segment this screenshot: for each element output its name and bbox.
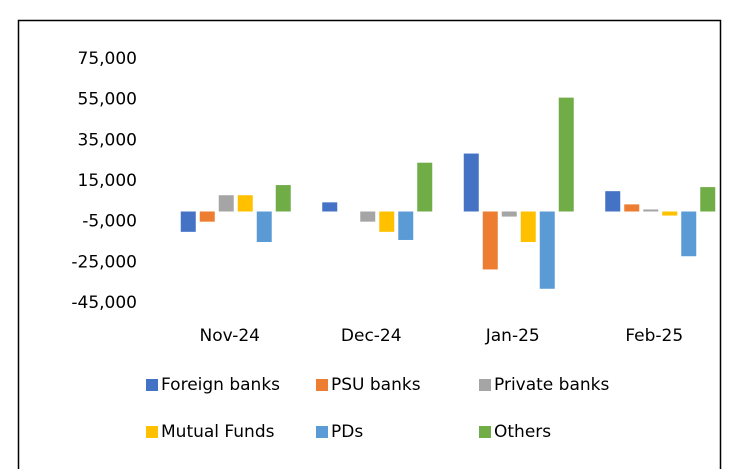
bar	[700, 187, 716, 212]
bar	[624, 204, 640, 212]
legend-swatch	[316, 426, 328, 438]
legend-label: PSU banks	[331, 375, 421, 395]
y-tick-label: -45,000	[71, 293, 137, 313]
bar	[643, 209, 659, 212]
bar	[275, 185, 291, 212]
bar	[605, 191, 621, 212]
legend-swatch	[316, 379, 328, 391]
legend-label: Foreign banks	[161, 375, 280, 395]
bar	[539, 211, 555, 289]
bar	[398, 211, 414, 240]
y-tick-label: 75,000	[78, 49, 137, 69]
bar	[681, 211, 697, 257]
x-tick-label: Dec-24	[341, 326, 402, 346]
legend-label: Mutual Funds	[161, 422, 275, 442]
legend-label: Others	[494, 422, 551, 442]
x-tick-label: Feb-25	[625, 326, 683, 346]
bar	[256, 211, 272, 242]
y-tick-label: 15,000	[78, 171, 137, 191]
legend-swatch	[479, 379, 491, 391]
bar	[199, 211, 215, 222]
bar	[662, 211, 678, 216]
legend-swatch	[479, 426, 491, 438]
legend-label: Private banks	[494, 375, 609, 395]
bar	[417, 162, 433, 212]
chart-border	[17, 19, 722, 469]
y-tick-label: -5,000	[82, 212, 137, 232]
bar	[180, 211, 196, 232]
bar	[379, 211, 395, 232]
bar	[463, 153, 479, 212]
bar	[501, 211, 517, 217]
x-tick-label: Jan-25	[485, 326, 540, 346]
y-tick-label: -25,000	[71, 252, 137, 272]
bar	[237, 195, 253, 212]
x-tick-label: Nov-24	[200, 326, 261, 346]
bar	[558, 97, 574, 212]
bar	[520, 211, 536, 242]
bar	[360, 211, 376, 222]
legend-swatch	[146, 379, 158, 391]
bar	[482, 211, 498, 270]
y-tick-label: 55,000	[78, 90, 137, 110]
legend-swatch	[146, 426, 158, 438]
bar	[322, 202, 338, 212]
bar	[218, 195, 234, 212]
legend-label: PDs	[331, 422, 363, 442]
y-tick-label: 35,000	[78, 130, 137, 150]
